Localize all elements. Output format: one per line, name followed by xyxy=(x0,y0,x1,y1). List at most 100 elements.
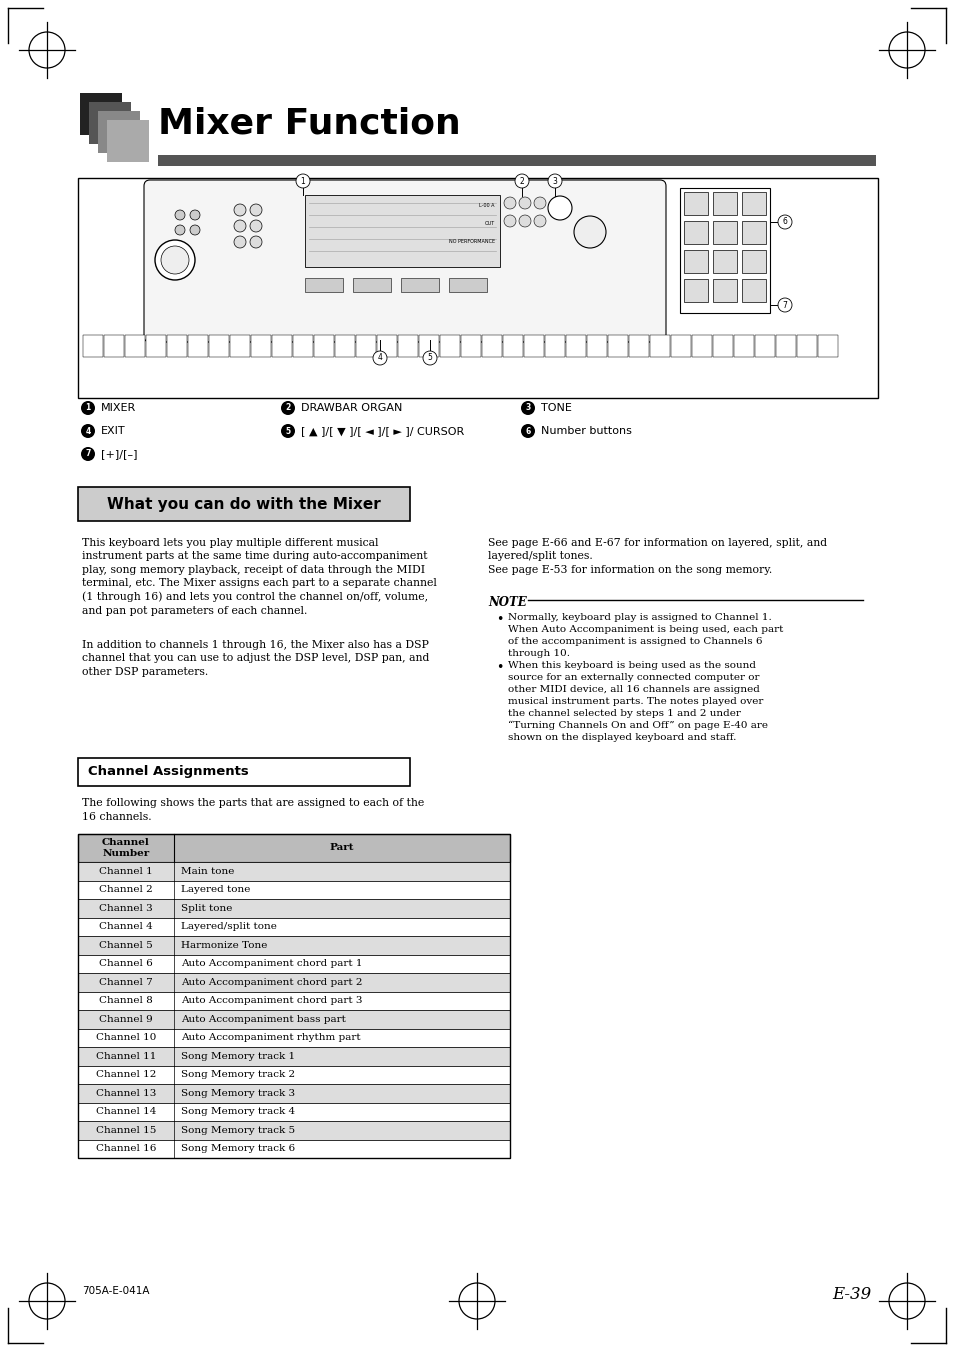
Circle shape xyxy=(547,174,561,188)
Bar xyxy=(98,111,140,153)
Bar xyxy=(78,973,510,992)
Bar xyxy=(230,335,250,357)
Circle shape xyxy=(778,215,791,230)
Circle shape xyxy=(574,216,605,249)
Bar xyxy=(78,1139,510,1158)
Text: Channel 9: Channel 9 xyxy=(99,1015,152,1024)
Text: Channel 5: Channel 5 xyxy=(99,940,152,950)
Bar xyxy=(712,192,737,215)
Bar xyxy=(78,862,510,881)
Circle shape xyxy=(295,174,310,188)
Text: MIXER: MIXER xyxy=(101,403,136,413)
Circle shape xyxy=(778,299,791,312)
Bar xyxy=(679,188,769,313)
Bar xyxy=(78,1047,510,1066)
Bar xyxy=(712,222,737,245)
Bar xyxy=(125,335,145,357)
Bar xyxy=(683,192,707,215)
Circle shape xyxy=(422,351,436,365)
Bar xyxy=(78,1028,510,1047)
Text: Split tone: Split tone xyxy=(181,904,233,913)
Bar xyxy=(78,1102,510,1121)
Bar xyxy=(523,335,543,357)
Circle shape xyxy=(281,424,294,438)
Text: 4: 4 xyxy=(377,354,382,362)
Text: 2: 2 xyxy=(285,404,291,412)
Bar xyxy=(353,278,391,292)
Circle shape xyxy=(233,236,246,249)
Circle shape xyxy=(161,246,189,274)
Bar xyxy=(78,486,410,521)
Text: Channel 2: Channel 2 xyxy=(99,885,152,894)
Text: Channel 1: Channel 1 xyxy=(99,867,152,875)
Text: 6: 6 xyxy=(525,427,530,435)
Bar xyxy=(78,758,410,786)
Text: DRAWBAR ORGAN: DRAWBAR ORGAN xyxy=(301,403,402,413)
Bar xyxy=(305,195,499,267)
Bar xyxy=(712,280,737,303)
Circle shape xyxy=(547,196,572,220)
Circle shape xyxy=(534,197,545,209)
Circle shape xyxy=(503,197,516,209)
Text: Harmonize Tone: Harmonize Tone xyxy=(181,940,267,950)
Bar xyxy=(481,335,501,357)
Text: The following shows the parts that are assigned to each of the
16 channels.: The following shows the parts that are a… xyxy=(82,798,424,821)
Text: 6: 6 xyxy=(781,218,786,227)
Text: When this keyboard is being used as the sound
source for an externally connected: When this keyboard is being used as the … xyxy=(507,661,767,742)
Circle shape xyxy=(281,401,294,415)
Text: 3: 3 xyxy=(552,177,557,185)
Text: Channel 8: Channel 8 xyxy=(99,996,152,1005)
Bar xyxy=(502,335,522,357)
Text: In addition to channels 1 through 16, the Mixer also has a DSP
channel that you : In addition to channels 1 through 16, th… xyxy=(82,640,429,677)
Bar xyxy=(83,335,103,357)
Text: Song Memory track 3: Song Memory track 3 xyxy=(181,1089,294,1098)
Text: •: • xyxy=(496,661,503,674)
Circle shape xyxy=(518,215,531,227)
Bar xyxy=(80,93,122,135)
Bar xyxy=(78,178,877,399)
Text: 5: 5 xyxy=(285,427,291,435)
Text: Number buttons: Number buttons xyxy=(540,426,631,436)
Bar xyxy=(741,250,765,273)
Bar xyxy=(78,834,510,1158)
Text: 4: 4 xyxy=(85,427,91,435)
Bar xyxy=(89,101,131,145)
Text: Song Memory track 5: Song Memory track 5 xyxy=(181,1125,294,1135)
Text: Channel
Number: Channel Number xyxy=(102,838,150,858)
Text: OUT: OUT xyxy=(484,222,495,226)
Circle shape xyxy=(250,236,262,249)
Text: TONE: TONE xyxy=(540,403,571,413)
Bar xyxy=(397,335,417,357)
Bar xyxy=(649,335,669,357)
Text: Channel 12: Channel 12 xyxy=(95,1070,156,1079)
Bar xyxy=(78,992,510,1011)
Bar xyxy=(78,834,510,862)
Bar xyxy=(78,1121,510,1139)
Text: 2: 2 xyxy=(519,177,524,185)
Text: See page E-66 and E-67 for information on layered, split, and
layered/split tone: See page E-66 and E-67 for information o… xyxy=(488,538,826,574)
Text: 705A-E-041A: 705A-E-041A xyxy=(82,1286,150,1296)
Bar xyxy=(449,278,486,292)
Text: Auto Accompaniment chord part 1: Auto Accompaniment chord part 1 xyxy=(181,959,362,969)
Bar xyxy=(78,898,510,917)
Bar xyxy=(683,250,707,273)
Text: Channel 4: Channel 4 xyxy=(99,923,152,931)
Circle shape xyxy=(190,226,200,235)
Text: Normally, keyboard play is assigned to Channel 1.
When Auto Accompaniment is bei: Normally, keyboard play is assigned to C… xyxy=(507,613,782,658)
FancyBboxPatch shape xyxy=(144,180,665,342)
Circle shape xyxy=(233,220,246,232)
Circle shape xyxy=(503,215,516,227)
Bar xyxy=(78,1066,510,1084)
Text: Auto Accompaniment chord part 2: Auto Accompaniment chord part 2 xyxy=(181,978,362,986)
Text: Channel 14: Channel 14 xyxy=(95,1108,156,1116)
Circle shape xyxy=(534,215,545,227)
Text: •: • xyxy=(496,613,503,626)
Bar xyxy=(167,335,187,357)
Text: Channel 3: Channel 3 xyxy=(99,904,152,913)
Circle shape xyxy=(81,401,95,415)
Bar xyxy=(741,192,765,215)
Bar xyxy=(209,335,229,357)
Circle shape xyxy=(518,197,531,209)
Text: Auto Accompaniment chord part 3: Auto Accompaniment chord part 3 xyxy=(181,996,362,1005)
Text: 1: 1 xyxy=(300,177,305,185)
